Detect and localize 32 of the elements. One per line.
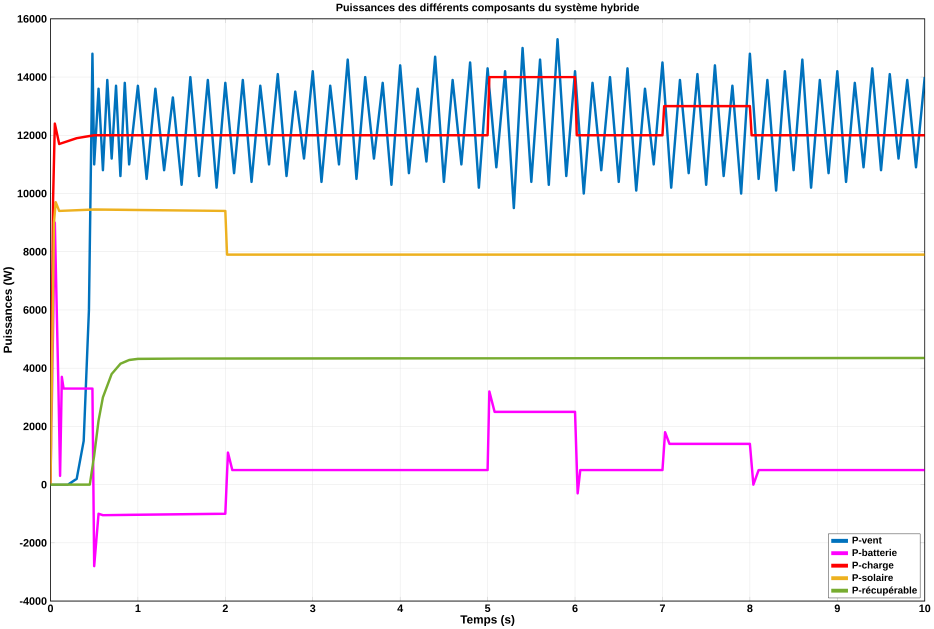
legend-label: P-charge xyxy=(852,561,894,570)
x-tick-label: 6 xyxy=(572,604,578,612)
legend-label: P-récupérable xyxy=(852,586,917,596)
line-series xyxy=(50,200,925,486)
x-tick-label: 10 xyxy=(919,604,930,612)
x-tick-label: 7 xyxy=(660,604,665,612)
chart-title: Puissances des différents composants du système hybride xyxy=(336,3,640,14)
y-tick-label: 10000 xyxy=(18,190,47,198)
y-tick-label: 8000 xyxy=(23,248,47,256)
x-tick-label: 3 xyxy=(310,604,316,612)
y-tick-label: 14000 xyxy=(18,73,47,81)
x-tick-label: 5 xyxy=(484,604,490,612)
x-tick-label: 8 xyxy=(747,604,753,612)
x-tick-label: 0 xyxy=(48,604,54,612)
y-tick-label: 12000 xyxy=(18,131,47,139)
x-tick-label: 9 xyxy=(834,604,840,612)
line-series xyxy=(50,356,925,486)
y-tick-label: 0 xyxy=(41,480,47,488)
y-axis-title: Puissances (W) xyxy=(3,267,14,353)
legend-label: P-batterie xyxy=(852,548,897,556)
x-tick-label: 1 xyxy=(136,604,141,612)
x-tick-label: 2 xyxy=(222,604,228,612)
y-tick-label: -2000 xyxy=(20,538,47,547)
x-axis-title: Temps (s) xyxy=(460,614,514,626)
legend-label: P-vent xyxy=(852,536,882,544)
y-tick-label: 6000 xyxy=(23,306,47,314)
y-tick-label: 16000 xyxy=(18,14,47,23)
x-tick-label: 4 xyxy=(397,604,404,612)
y-tick-label: -4000 xyxy=(20,597,47,605)
y-tick-label: 2000 xyxy=(23,422,47,430)
y-tick-label: 4000 xyxy=(23,364,47,372)
legend-label: P-solaire xyxy=(852,574,893,581)
